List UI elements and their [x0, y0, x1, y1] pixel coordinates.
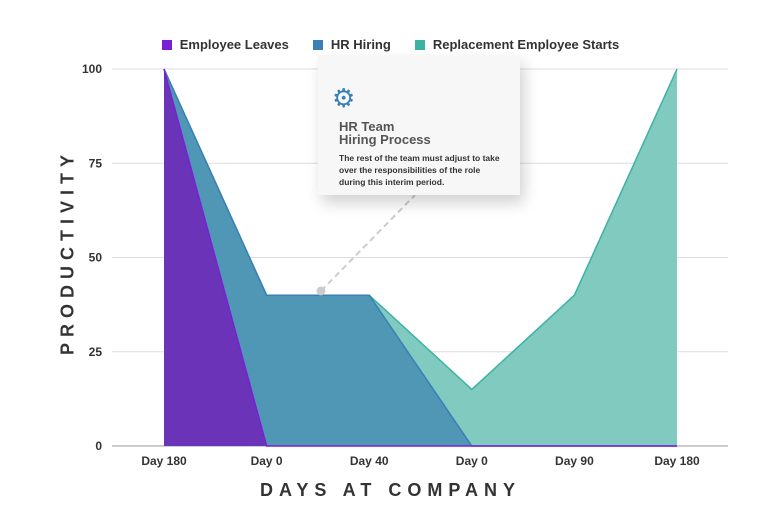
- x-tick-label: Day 0: [251, 454, 283, 468]
- legend-label: Replacement Employee Starts: [432, 37, 620, 52]
- annotation-title-line1: HR Team: [339, 119, 395, 134]
- annotation-text: The rest of the team must adjust to take…: [339, 153, 500, 187]
- annotation-title-line2: Hiring Process: [339, 132, 431, 147]
- legend-swatch: [161, 39, 172, 50]
- y-tick-label: 100: [82, 62, 102, 76]
- y-tick-label: 75: [89, 156, 103, 170]
- y-tick-label: 25: [89, 345, 103, 359]
- y-axis-label: PRODUCTIVITY: [57, 148, 78, 356]
- annotation-dot: [316, 286, 326, 296]
- x-axis-label: DAYS AT COMPANY: [259, 480, 522, 500]
- x-tick-label: Day 40: [350, 454, 389, 468]
- x-tick-label: Day 90: [555, 454, 594, 468]
- annotation-callout: ⚙ HR Team Hiring Process The rest of the…: [318, 55, 520, 195]
- legend-item-replacement[interactable]: Replacement Employee Starts: [414, 37, 620, 52]
- y-tick-label: 50: [89, 251, 103, 265]
- legend-item-hr-hiring[interactable]: HR Hiring: [312, 37, 391, 52]
- x-tick-label: Day 180: [141, 454, 187, 468]
- legend: Employee Leaves HR Hiring Replacement Em…: [0, 37, 781, 52]
- legend-label: Employee Leaves: [179, 37, 289, 52]
- x-tick-label: Day 0: [456, 454, 488, 468]
- line-employee-leaves: [163, 68, 677, 447]
- annotation-connector: [320, 194, 416, 292]
- area-employee-leaves: [164, 69, 677, 446]
- x-tick-label: Day 180: [654, 454, 700, 468]
- area-hr-hiring: [164, 69, 677, 446]
- legend-item-employee-leaves[interactable]: Employee Leaves: [161, 37, 289, 52]
- annotation-title: HR Team Hiring Process: [339, 120, 508, 146]
- legend-swatch: [414, 39, 425, 50]
- gear-icon: ⚙: [332, 83, 356, 113]
- legend-swatch: [312, 39, 323, 50]
- y-tick-label: 0: [95, 439, 102, 453]
- legend-label: HR Hiring: [330, 37, 391, 52]
